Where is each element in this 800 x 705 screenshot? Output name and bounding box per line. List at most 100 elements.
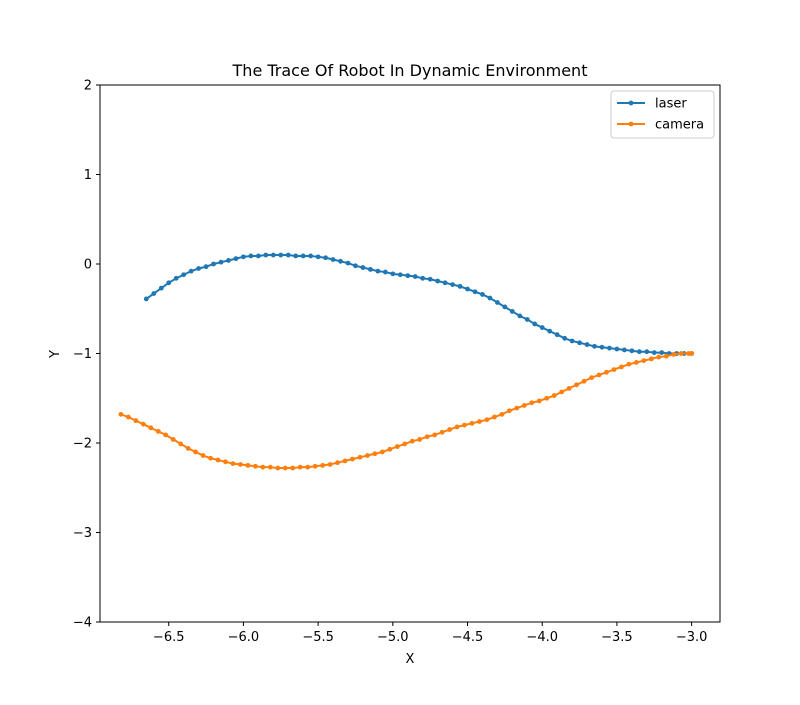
data-point-laser-5 xyxy=(181,272,187,278)
data-point-laser-63 xyxy=(614,346,620,352)
x-tick-label: −4.0 xyxy=(526,630,558,645)
data-point-camera-17 xyxy=(245,462,251,468)
data-point-camera-54 xyxy=(521,403,527,408)
data-point-camera-28 xyxy=(327,462,333,467)
data-point-camera-46 xyxy=(462,422,467,428)
data-point-camera-14 xyxy=(223,459,228,465)
data-point-camera-65 xyxy=(604,369,609,375)
y-tick-label: −3 xyxy=(73,526,92,541)
data-point-laser-20 xyxy=(293,253,299,259)
data-point-laser-31 xyxy=(375,268,381,274)
data-point-camera-22 xyxy=(282,465,288,471)
chart-title: The Trace Of Robot In Dynamic Environmen… xyxy=(232,61,588,80)
data-point-camera-7 xyxy=(170,437,176,442)
data-point-laser-61 xyxy=(599,344,605,350)
data-point-camera-31 xyxy=(350,456,355,462)
data-point-camera-48 xyxy=(477,419,482,424)
data-point-laser-52 xyxy=(532,321,538,327)
data-point-laser-68 xyxy=(651,350,657,356)
data-point-laser-42 xyxy=(457,283,463,289)
data-point-laser-49 xyxy=(509,309,515,314)
data-point-laser-24 xyxy=(323,255,328,261)
data-point-laser-15 xyxy=(255,253,261,259)
data-point-laser-18 xyxy=(278,252,284,258)
data-point-camera-40 xyxy=(417,437,423,442)
data-point-laser-34 xyxy=(397,272,403,278)
data-point-camera-9 xyxy=(185,445,191,451)
data-point-camera-61 xyxy=(574,382,579,388)
data-point-laser-50 xyxy=(517,313,523,319)
data-point-laser-16 xyxy=(263,252,269,258)
x-tick-label: −3.5 xyxy=(601,630,633,645)
data-point-laser-9 xyxy=(211,261,216,267)
data-point-camera-74 xyxy=(671,351,677,357)
data-point-camera-42 xyxy=(432,432,438,438)
data-point-camera-60 xyxy=(566,386,572,391)
data-point-camera-6 xyxy=(163,432,169,438)
data-point-laser-32 xyxy=(382,269,388,275)
data-point-laser-69 xyxy=(659,350,665,356)
data-point-camera-25 xyxy=(305,464,311,470)
legend-item-laser: laser xyxy=(617,97,687,112)
data-point-laser-11 xyxy=(226,258,231,263)
data-point-camera-39 xyxy=(409,438,415,444)
data-point-laser-1 xyxy=(151,291,157,296)
data-point-camera-38 xyxy=(402,441,408,447)
data-point-laser-25 xyxy=(330,257,336,262)
data-point-camera-77 xyxy=(689,351,695,356)
data-point-camera-30 xyxy=(342,458,348,464)
series-line-laser xyxy=(145,254,692,355)
data-point-camera-29 xyxy=(335,460,340,466)
data-point-camera-4 xyxy=(148,425,154,431)
data-point-laser-35 xyxy=(405,273,411,279)
data-point-camera-11 xyxy=(200,453,206,458)
legend-label-camera: camera xyxy=(655,118,704,133)
data-point-camera-21 xyxy=(275,465,281,471)
data-point-camera-2 xyxy=(133,418,139,424)
data-point-camera-32 xyxy=(357,454,363,460)
data-point-camera-1 xyxy=(125,414,131,420)
y-axis-label: Y xyxy=(48,350,63,359)
data-point-camera-59 xyxy=(559,389,565,395)
data-point-camera-19 xyxy=(260,464,266,470)
data-point-camera-67 xyxy=(619,364,624,370)
legend: laser camera xyxy=(610,90,715,139)
data-point-camera-58 xyxy=(551,393,557,398)
data-point-camera-71 xyxy=(648,356,654,362)
x-tick-label: −3.0 xyxy=(676,630,708,645)
data-point-laser-59 xyxy=(584,342,590,347)
data-point-camera-50 xyxy=(492,414,497,420)
data-point-camera-5 xyxy=(155,428,161,434)
x-tick-label: −6.5 xyxy=(153,630,185,645)
data-point-camera-66 xyxy=(611,367,617,373)
data-point-camera-51 xyxy=(499,411,505,417)
data-point-laser-7 xyxy=(196,266,202,271)
plot-area xyxy=(118,252,695,471)
data-point-laser-37 xyxy=(420,275,426,281)
data-point-laser-22 xyxy=(308,253,314,259)
data-point-laser-14 xyxy=(248,253,254,259)
data-point-laser-2 xyxy=(158,285,164,291)
data-point-laser-64 xyxy=(621,347,627,353)
x-axis-label: X xyxy=(406,652,415,667)
x-tick-label: −4.5 xyxy=(452,630,484,645)
x-tick-label: −6.0 xyxy=(228,630,260,645)
data-point-camera-0 xyxy=(118,411,124,417)
data-point-camera-43 xyxy=(439,429,445,435)
data-point-laser-55 xyxy=(554,332,560,338)
data-point-laser-54 xyxy=(547,328,553,334)
axes: −6.5 −6.0 −5.5 −5.0 −4.5 −4.0 −3.5 −3.0 −4 −3 −2 −1… xyxy=(73,79,721,645)
y-tick-label: −1 xyxy=(73,347,92,362)
data-point-laser-40 xyxy=(442,280,448,286)
data-point-laser-58 xyxy=(577,340,582,346)
data-point-camera-18 xyxy=(252,463,258,469)
data-point-laser-27 xyxy=(345,260,351,266)
data-point-camera-26 xyxy=(312,463,318,469)
data-point-camera-3 xyxy=(140,421,146,427)
data-point-camera-75 xyxy=(678,351,684,356)
data-point-laser-56 xyxy=(562,335,568,341)
data-point-laser-28 xyxy=(353,263,358,269)
data-point-laser-36 xyxy=(412,274,418,279)
